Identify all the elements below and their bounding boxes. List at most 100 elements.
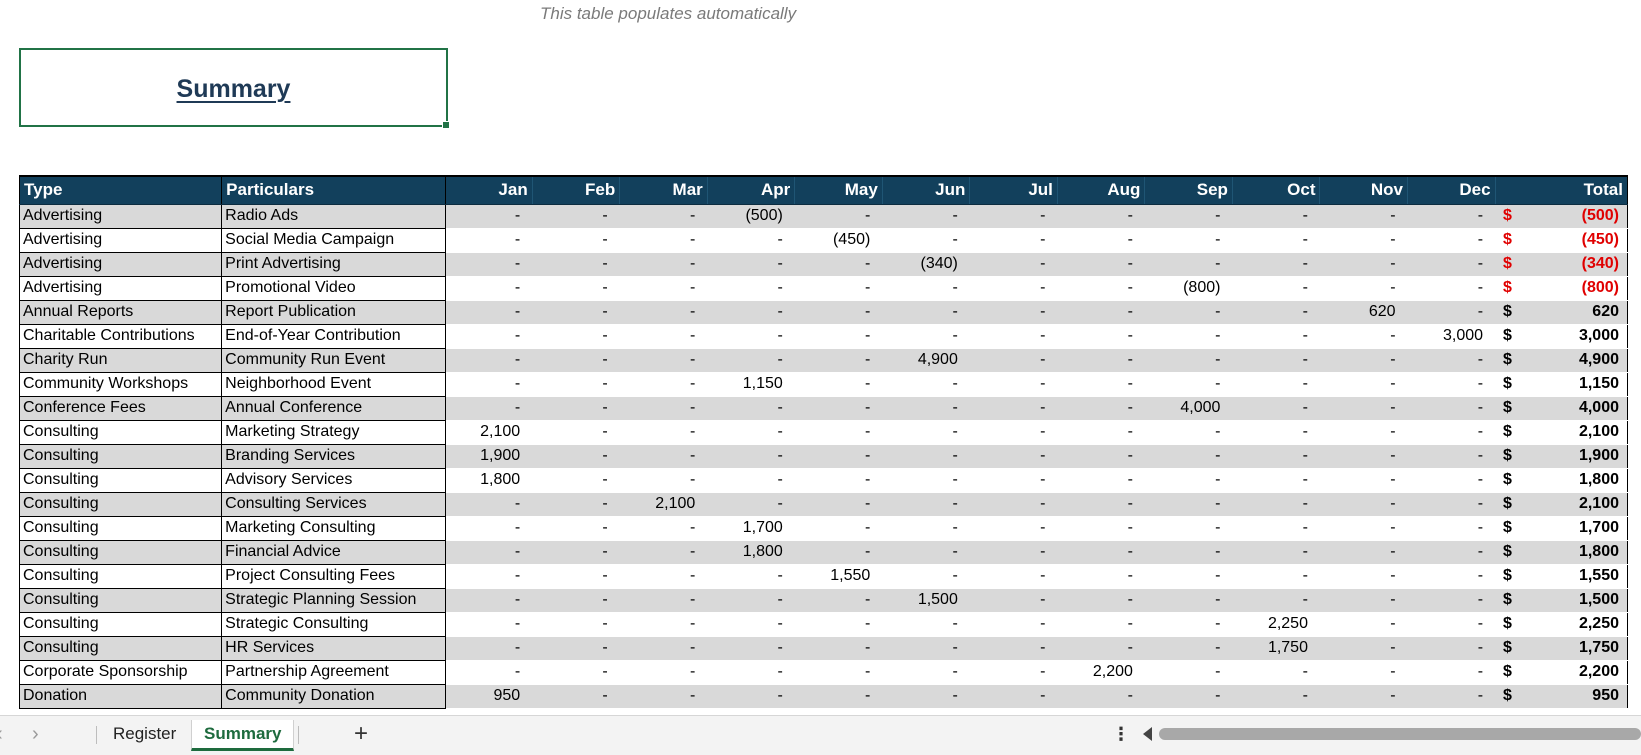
cell-month-value[interactable]: - [707, 588, 795, 613]
cell-currency-symbol[interactable]: $ [1495, 636, 1529, 661]
cell-month-value[interactable]: - [1057, 612, 1145, 637]
cell-month-value[interactable]: - [532, 684, 620, 709]
cell-month-value[interactable]: - [619, 540, 708, 565]
cell-month-value[interactable]: - [882, 444, 970, 469]
cell-month-value[interactable]: - [1319, 324, 1408, 349]
cell-month-value[interactable]: - [532, 348, 620, 373]
cell-month-value[interactable]: - [969, 252, 1058, 277]
cell-month-value[interactable]: 1,900 [445, 444, 533, 469]
cell-month-value[interactable]: - [794, 324, 883, 349]
cell-month-value[interactable]: - [707, 636, 795, 661]
cell-month-value[interactable]: - [969, 588, 1058, 613]
cell-month-value[interactable]: - [532, 636, 620, 661]
cell-month-value[interactable]: - [1144, 660, 1233, 685]
cell-particulars[interactable]: Community Donation [221, 684, 447, 709]
cell-particulars[interactable]: HR Services [221, 636, 447, 661]
cell-month-value[interactable]: - [882, 468, 970, 493]
cell-month-value[interactable]: - [1319, 684, 1408, 709]
cell-month-value[interactable]: - [1407, 276, 1496, 301]
cell-month-value[interactable]: - [1319, 396, 1408, 421]
cell-type[interactable]: Consulting [18, 636, 223, 661]
cell-particulars[interactable]: Partnership Agreement [221, 660, 447, 685]
cell-month-value[interactable]: - [794, 204, 883, 229]
cell-month-value[interactable]: - [619, 300, 708, 325]
cell-month-value[interactable]: - [1144, 228, 1233, 253]
cell-month-value[interactable]: - [532, 564, 620, 589]
cell-month-value[interactable]: - [1057, 444, 1145, 469]
cell-currency-symbol[interactable]: $ [1495, 492, 1529, 517]
cell-month-value[interactable]: - [1232, 492, 1320, 517]
cell-month-value[interactable]: - [1144, 588, 1233, 613]
cell-total[interactable]: 950 [1528, 684, 1629, 709]
cell-total[interactable]: 620 [1528, 300, 1629, 325]
cell-currency-symbol[interactable]: $ [1495, 372, 1529, 397]
cell-month-value[interactable]: - [1407, 492, 1496, 517]
cell-month-value[interactable]: - [532, 660, 620, 685]
plus-icon[interactable]: + [353, 720, 368, 747]
cell-currency-symbol[interactable]: $ [1495, 252, 1529, 277]
cell-month-value[interactable]: - [969, 228, 1058, 253]
cell-particulars[interactable]: Advisory Services [221, 468, 447, 493]
cell-type[interactable]: Community Workshops [18, 372, 223, 397]
cell-month-value[interactable]: 2,100 [445, 420, 533, 445]
cell-particulars[interactable]: Branding Services [221, 444, 447, 469]
cell-currency-symbol[interactable]: $ [1495, 540, 1529, 565]
cell-currency-symbol[interactable]: $ [1495, 660, 1529, 685]
cell-month-value[interactable]: - [1407, 660, 1496, 685]
cell-total[interactable]: 1,700 [1528, 516, 1629, 541]
cell-month-value[interactable]: - [882, 564, 970, 589]
cell-month-value[interactable]: - [794, 516, 883, 541]
cell-month-value[interactable]: - [707, 684, 795, 709]
cell-month-value[interactable]: 4,000 [1144, 396, 1233, 421]
cell-month-value[interactable]: - [1057, 300, 1145, 325]
header-month[interactable]: Dec [1407, 175, 1496, 205]
cell-total[interactable]: (800) [1528, 276, 1629, 301]
cell-month-value[interactable]: - [445, 300, 533, 325]
cell-month-value[interactable]: - [445, 588, 533, 613]
cell-type[interactable]: Conference Fees [18, 396, 223, 421]
cell-month-value[interactable]: - [532, 252, 620, 277]
cell-month-value[interactable]: - [619, 444, 708, 469]
cell-month-value[interactable]: - [1144, 420, 1233, 445]
cell-month-value[interactable]: - [882, 420, 970, 445]
cell-month-value[interactable]: - [794, 252, 883, 277]
cell-month-value[interactable]: - [1232, 396, 1320, 421]
cell-month-value[interactable]: 1,150 [707, 372, 795, 397]
cell-month-value[interactable]: - [969, 612, 1058, 637]
cell-total[interactable]: (450) [1528, 228, 1629, 253]
cell-month-value[interactable]: - [619, 468, 708, 493]
cell-particulars[interactable]: Print Advertising [221, 252, 447, 277]
cell-month-value[interactable]: - [969, 468, 1058, 493]
fill-handle[interactable] [442, 121, 450, 129]
cell-month-value[interactable]: - [1319, 492, 1408, 517]
cell-month-value[interactable]: - [707, 228, 795, 253]
cell-month-value[interactable]: - [1407, 588, 1496, 613]
cell-month-value[interactable]: - [707, 492, 795, 517]
cell-month-value[interactable]: - [1407, 204, 1496, 229]
cell-month-value[interactable]: - [532, 516, 620, 541]
cell-month-value[interactable]: - [1144, 540, 1233, 565]
cell-month-value[interactable]: - [445, 372, 533, 397]
cell-month-value[interactable]: - [882, 684, 970, 709]
header-month[interactable]: Mar [619, 175, 708, 205]
cell-month-value[interactable]: - [1407, 372, 1496, 397]
cell-month-value[interactable]: - [794, 612, 883, 637]
tab-register[interactable]: Register [113, 724, 177, 743]
cell-month-value[interactable]: - [532, 540, 620, 565]
cell-month-value[interactable]: - [1232, 252, 1320, 277]
cell-type[interactable]: Annual Reports [18, 300, 223, 325]
cell-total[interactable]: (500) [1528, 204, 1629, 229]
cell-month-value[interactable]: - [1057, 204, 1145, 229]
cell-currency-symbol[interactable]: $ [1495, 204, 1529, 229]
cell-month-value[interactable]: - [969, 396, 1058, 421]
cell-month-value[interactable]: - [707, 420, 795, 445]
cell-month-value[interactable]: - [1407, 540, 1496, 565]
cell-month-value[interactable]: - [1407, 516, 1496, 541]
cell-month-value[interactable]: - [619, 324, 708, 349]
cell-month-value[interactable]: - [707, 660, 795, 685]
cell-month-value[interactable]: - [969, 660, 1058, 685]
cell-month-value[interactable]: - [1232, 468, 1320, 493]
cell-month-value[interactable]: - [969, 564, 1058, 589]
cell-type[interactable]: Consulting [18, 588, 223, 613]
cell-type[interactable]: Consulting [18, 492, 223, 517]
